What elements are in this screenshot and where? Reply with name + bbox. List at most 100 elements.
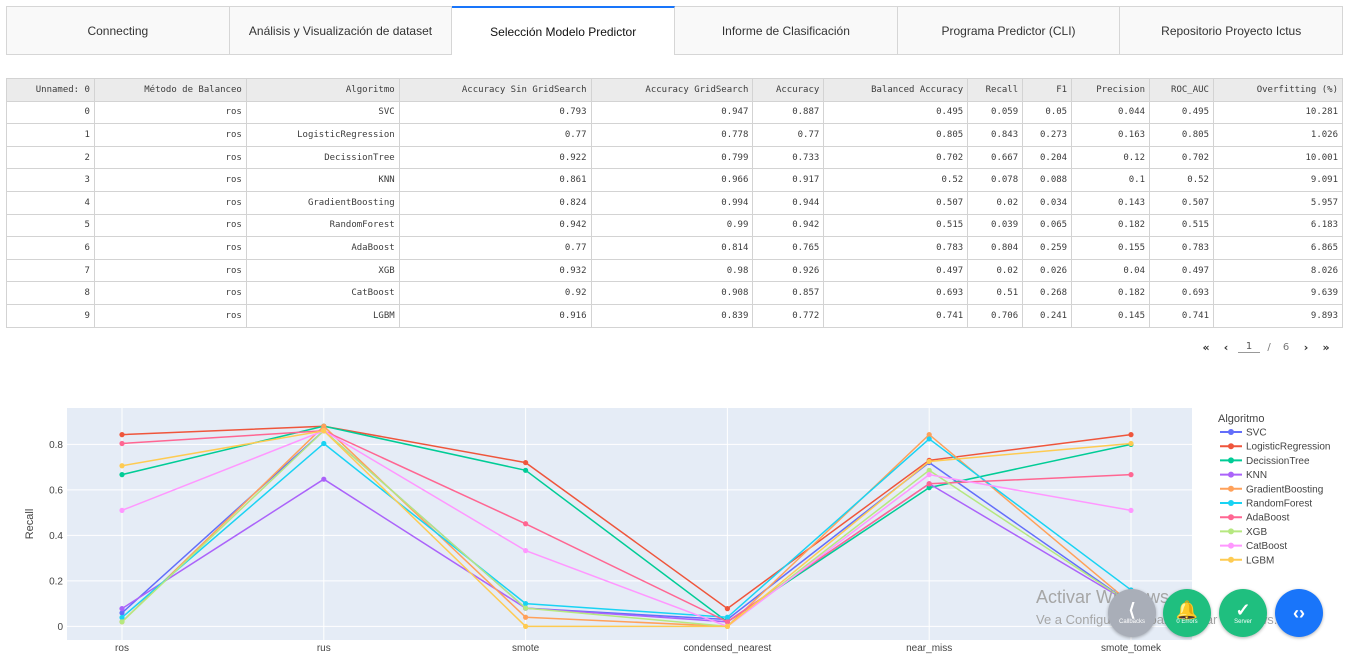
table-cell[interactable]: ros [93,190,247,215]
table-cell[interactable]: 0.916 [398,303,592,328]
table-cell[interactable]: 0.994 [590,190,754,215]
table-cell[interactable]: 6 [6,236,95,260]
table-cell[interactable]: CatBoost [245,281,400,305]
table-cell[interactable]: 0.02 [967,258,1024,283]
table-cell[interactable]: ros [93,258,247,283]
table-cell[interactable]: 0.495 [1149,100,1214,125]
table-cell[interactable]: 0.497 [823,258,969,283]
table-cell[interactable]: 0.039 [967,213,1024,238]
table-cell[interactable]: 0.947 [590,100,754,125]
table-cell[interactable]: 0.497 [1149,258,1214,283]
table-cell[interactable]: LGBM [245,303,400,328]
table-cell[interactable]: 0.861 [398,168,592,192]
table-cell[interactable]: 0.182 [1071,213,1151,238]
table-cell[interactable]: KNN [245,168,400,192]
table-cell[interactable]: 0.805 [1149,123,1214,147]
table-cell[interactable]: 0.04 [1071,258,1151,283]
table-cell[interactable]: 0.693 [823,281,969,305]
column-header[interactable]: Unnamed: 0 [6,78,95,102]
table-cell[interactable]: 0.77 [398,123,592,147]
table-cell[interactable]: ros [93,123,247,147]
table-cell[interactable]: DecissionTree [245,145,400,170]
table-cell[interactable]: 0.778 [590,123,754,147]
table-cell[interactable]: 0.065 [1022,213,1073,238]
tab-informe-de-clasificación[interactable]: Informe de Clasificación [675,6,898,55]
table-cell[interactable]: 0.77 [752,123,825,147]
table-cell[interactable]: 0.857 [752,281,825,305]
table-cell[interactable]: 0.51 [967,281,1024,305]
table-cell[interactable]: 9.639 [1212,281,1344,305]
table-cell[interactable]: 2 [6,145,95,170]
table-cell[interactable]: 0.966 [590,168,754,192]
table-cell[interactable]: ros [93,100,247,125]
table-cell[interactable]: 0.942 [752,213,825,238]
0-errors-button[interactable]: 🔔 0 Errors [1163,589,1211,637]
table-cell[interactable]: 9.091 [1212,168,1344,192]
table-cell[interactable]: 0.805 [823,123,969,147]
table-cell[interactable]: 0.772 [752,303,825,328]
table-cell[interactable]: 6.865 [1212,236,1344,260]
table-cell[interactable]: 0.182 [1071,281,1151,305]
table-cell[interactable]: 0.1 [1071,168,1151,192]
tab-selección-modelo-predictor[interactable]: Selección Modelo Predictor [452,6,676,55]
table-cell[interactable]: 0.05 [1022,100,1073,125]
table-cell[interactable]: 0.702 [823,145,969,170]
table-cell[interactable]: 0.926 [752,258,825,283]
table-cell[interactable]: 0.92 [398,281,592,305]
table-cell[interactable]: ros [93,145,247,170]
table-cell[interactable]: 0.163 [1071,123,1151,147]
current-page-input[interactable]: 1 [1238,341,1260,353]
table-cell[interactable]: 0.932 [398,258,592,283]
table-cell[interactable]: 1.026 [1212,123,1344,147]
table-cell[interactable]: 0.02 [967,190,1024,215]
table-cell[interactable]: 0.887 [752,100,825,125]
table-cell[interactable]: 0.143 [1071,190,1151,215]
table-cell[interactable]: 8 [6,281,95,305]
table-cell[interactable]: 0.667 [967,145,1024,170]
table-cell[interactable]: 0.804 [967,236,1024,260]
table-cell[interactable]: 10.281 [1212,100,1344,125]
callbacks-button[interactable]: ⟨ Callbacks [1108,589,1156,637]
table-cell[interactable]: 0.77 [398,236,592,260]
table-cell[interactable]: 0 [6,100,95,125]
table-cell[interactable]: 0.783 [1149,236,1214,260]
table-cell[interactable]: ros [93,303,247,328]
table-cell[interactable]: 0.12 [1071,145,1151,170]
table-cell[interactable]: 0.515 [1149,213,1214,238]
table-cell[interactable]: 5 [6,213,95,238]
table-cell[interactable]: ros [93,236,247,260]
column-header[interactable]: Accuracy Sin GridSearch [398,78,592,102]
tab-análisis-y-visualización-de-dataset[interactable]: Análisis y Visualización de dataset [229,6,453,55]
last-page-button[interactable]: » [1322,340,1330,354]
table-cell[interactable]: 0.765 [752,236,825,260]
server-button[interactable]: ✓ Server [1219,589,1267,637]
table-cell[interactable]: 0.783 [823,236,969,260]
column-header[interactable]: F1 [1022,78,1073,102]
table-cell[interactable]: 0.843 [967,123,1024,147]
table-cell[interactable]: 0.706 [967,303,1024,328]
table-cell[interactable]: 0.741 [823,303,969,328]
table-cell[interactable]: 9 [6,303,95,328]
table-cell[interactable]: 0.52 [823,168,969,192]
table-cell[interactable]: 0.917 [752,168,825,192]
table-cell[interactable]: GradientBoosting [245,190,400,215]
table-cell[interactable]: 7 [6,258,95,283]
table-cell[interactable]: XGB [245,258,400,283]
table-cell[interactable]: 0.839 [590,303,754,328]
table-cell[interactable]: ros [93,213,247,238]
column-header[interactable]: ROC_AUC [1149,78,1214,102]
table-cell[interactable]: 4 [6,190,95,215]
table-cell[interactable]: 0.259 [1022,236,1073,260]
table-cell[interactable]: 0.824 [398,190,592,215]
table-cell[interactable]: 0.942 [398,213,592,238]
table-cell[interactable]: 0.204 [1022,145,1073,170]
tab-programa-predictor-cli[interactable]: Programa Predictor (CLI) [897,6,1121,55]
table-cell[interactable]: 0.908 [590,281,754,305]
table-cell[interactable]: 0.99 [590,213,754,238]
column-header[interactable]: Algoritmo [245,78,400,102]
column-header[interactable]: Accuracy GridSearch [590,78,754,102]
table-cell[interactable]: SVC [245,100,400,125]
table-cell[interactable]: 8.026 [1212,258,1344,283]
table-cell[interactable]: 0.268 [1022,281,1073,305]
column-header[interactable]: Método de Balanceo [93,78,247,102]
